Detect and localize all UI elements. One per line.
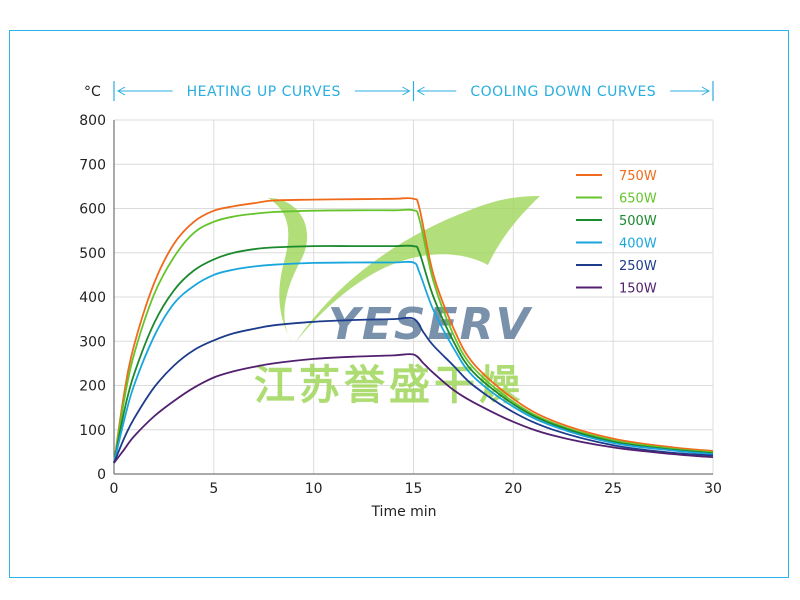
x-tick-label: 20	[504, 481, 522, 497]
range-annotations: HEATING UP CURVES COOLING DOWN CURVES	[113, 81, 714, 101]
y-tick-label: 800	[79, 113, 106, 129]
x-tick-label: 15	[405, 481, 423, 497]
legend-label-150w: 150W	[619, 282, 657, 297]
y-tick-label: 600	[79, 202, 106, 218]
watermark-logo	[268, 196, 540, 343]
y-tick-label: 400	[79, 290, 106, 306]
x-tick-label: 0	[110, 481, 119, 497]
range-label: HEATING UP CURVES	[187, 84, 341, 100]
legend: 750W 650W 500W 400W 250W 150W	[576, 169, 657, 297]
legend-label-400w: 400W	[619, 237, 657, 252]
range-arrowhead-right	[402, 86, 411, 96]
legend-label-250w: 250W	[619, 259, 657, 274]
series-lines	[113, 197, 714, 464]
range-arrowhead-right	[701, 86, 711, 96]
watermark-leaf-left	[268, 198, 308, 342]
x-tick-label: 5	[209, 481, 218, 497]
x-tick-label: 30	[704, 481, 722, 497]
watermark-leaf-right	[295, 196, 540, 343]
y-tick-label: 200	[79, 379, 106, 395]
x-tick-label: 10	[305, 481, 323, 497]
x-axis-label: Time min	[370, 504, 436, 520]
legend-label-750w: 750W	[619, 169, 657, 184]
series-line-250w	[113, 316, 714, 464]
legend-label-500w: 500W	[619, 214, 657, 229]
y-tick-label: 300	[79, 334, 106, 350]
series-line-400w	[113, 260, 714, 464]
y-tick-label: 700	[79, 157, 106, 173]
series-line-750w	[113, 197, 714, 464]
series-line-150w	[113, 353, 714, 464]
y-tick-label: 500	[79, 246, 106, 262]
range-arrowhead-left	[116, 86, 126, 96]
series-line-650w	[113, 208, 714, 464]
x-tick-label: 25	[604, 481, 622, 497]
y-tick-label: 100	[79, 423, 106, 439]
axes: 0 100 200 300 400 500 600 700 800 0 5 10 15 20 25 30	[79, 113, 722, 497]
range-arrowhead-left	[416, 86, 425, 96]
y-axis-label: °C	[84, 84, 101, 100]
legend-label-650w: 650W	[619, 192, 657, 207]
chart-frame	[9, 30, 789, 578]
range-label: COOLING DOWN CURVES	[470, 84, 656, 100]
series-line-500w	[113, 244, 714, 464]
y-tick-label: 0	[97, 467, 106, 483]
